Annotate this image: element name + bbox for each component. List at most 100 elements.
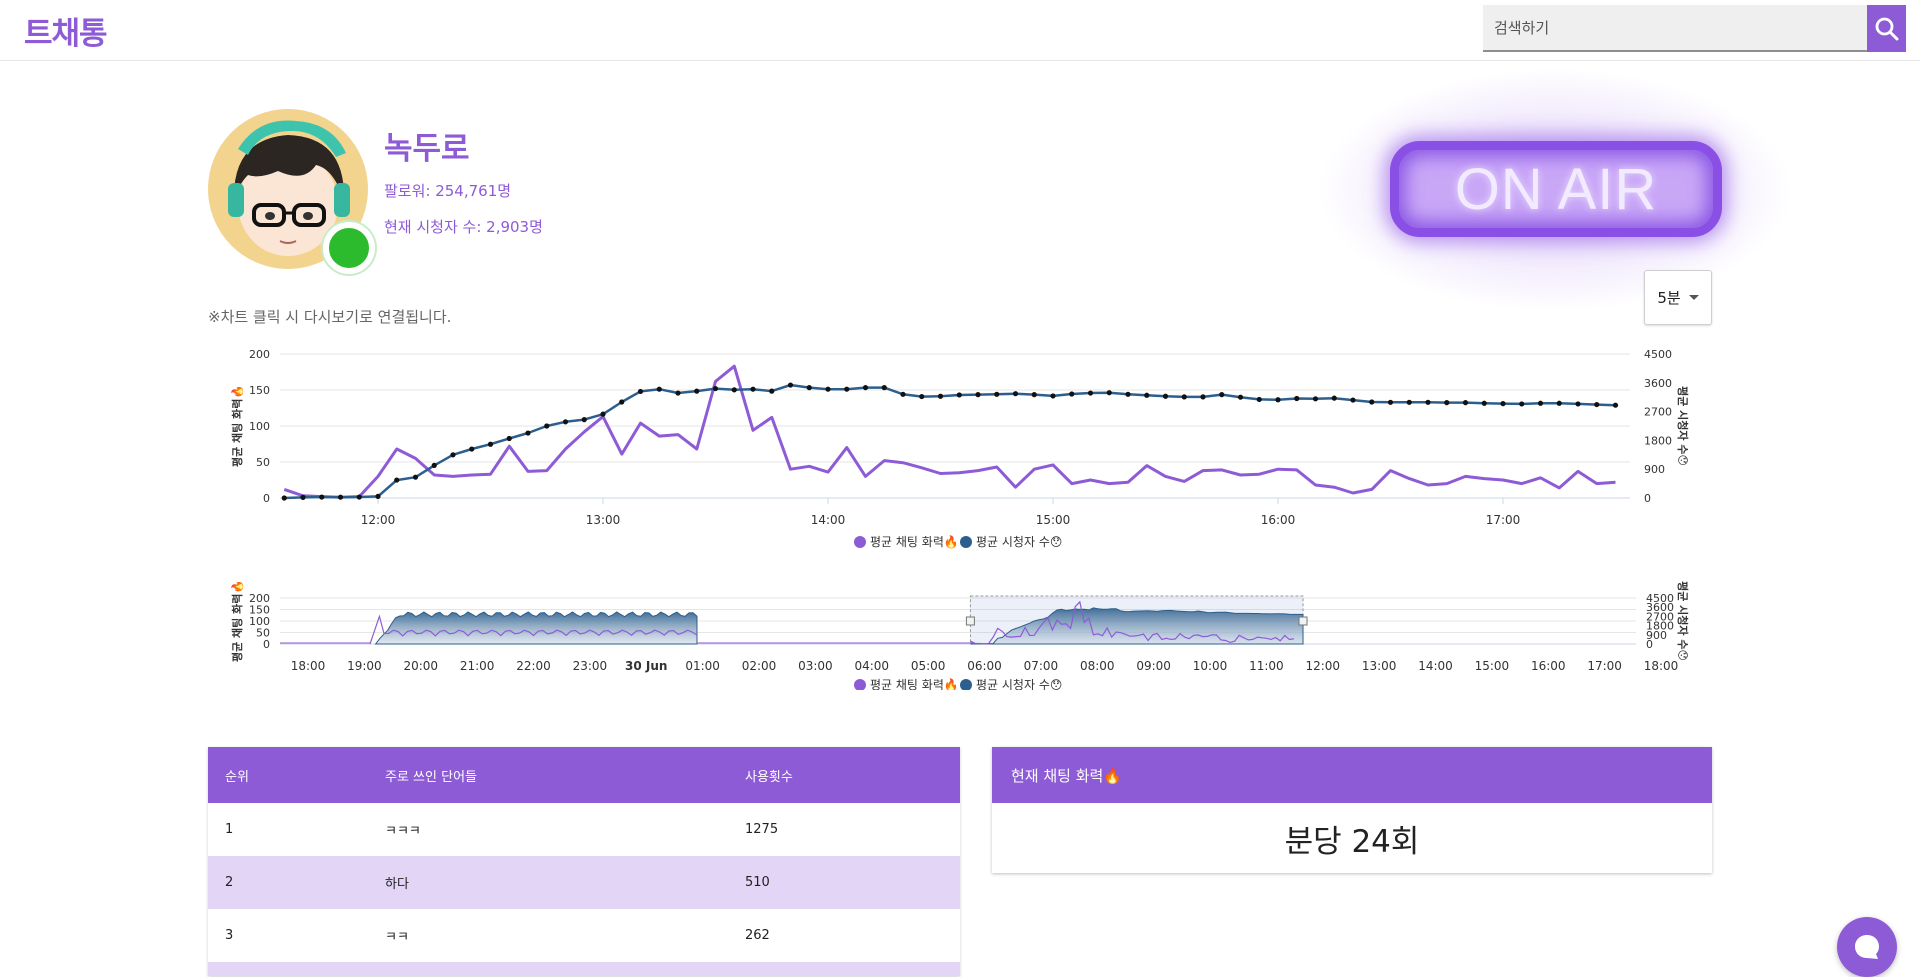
data-point (1332, 396, 1337, 401)
y-right-tick-label: 4500 (1644, 348, 1672, 361)
data-point (675, 390, 680, 395)
data-point (919, 394, 924, 399)
y-left-tick-label: 0 (263, 492, 270, 505)
data-point (1257, 397, 1262, 402)
data-point (282, 495, 287, 500)
count-cell: 262 (728, 928, 960, 943)
data-point (732, 387, 737, 392)
x-tick-label: 03:00 (798, 659, 833, 673)
y-left-tick-label: 150 (249, 384, 270, 397)
data-point (619, 399, 624, 404)
x-tick-label: 15:00 (1036, 513, 1071, 527)
x-tick-label: 20:00 (403, 659, 438, 673)
chevron-down-icon (1689, 295, 1699, 300)
chat-power-card: 현재 채팅 화력🔥 분당 24회 (992, 747, 1712, 873)
y-right-tick-label: 900 (1644, 463, 1665, 476)
range-handle[interactable] (966, 617, 974, 625)
x-tick-label: 12:00 (361, 513, 396, 527)
data-point (1538, 401, 1543, 406)
data-point (1350, 397, 1355, 402)
data-point (844, 387, 849, 392)
x-tick-label: 16:00 (1261, 513, 1296, 527)
data-point (432, 463, 437, 468)
y-right-tick-label: 4500 (1646, 592, 1674, 605)
data-point (1275, 397, 1280, 402)
count-cell: 510 (728, 875, 960, 890)
data-point (1182, 394, 1187, 399)
header-words: 주로 쓰인 단어들 (368, 766, 728, 785)
words-table: 순위 주로 쓰인 단어들 사용횟수 1 ㅋㅋㅋ 1275 2 하다 510 3 … (208, 747, 960, 976)
y-left-tick-label: 100 (249, 420, 270, 433)
y-right-tick-label: 3600 (1644, 377, 1672, 390)
y-left-tick-label: 150 (249, 604, 270, 617)
range-handle[interactable] (1299, 617, 1307, 625)
data-point (1444, 400, 1449, 405)
legend-marker (960, 679, 972, 690)
data-point (413, 475, 418, 480)
data-point (582, 417, 587, 422)
x-tick-label: 21:00 (460, 659, 495, 673)
interval-value: 5분 (1657, 287, 1680, 308)
x-tick-label: 14:00 (811, 513, 846, 527)
chat-bubble-icon (1851, 931, 1883, 963)
search-button[interactable] (1867, 5, 1906, 52)
data-point (525, 430, 530, 435)
x-tick-label: 13:00 (586, 513, 621, 527)
data-point (450, 452, 455, 457)
data-point (1463, 400, 1468, 405)
y-right-axis-title: 평균 시청자 수😯 (1676, 581, 1690, 661)
x-tick-label: 17:00 (1486, 513, 1521, 527)
y-left-tick-label: 50 (256, 456, 270, 469)
legend-marker (854, 536, 866, 548)
data-point (694, 389, 699, 394)
data-point (900, 392, 905, 397)
x-tick-label: 14:00 (1418, 659, 1453, 673)
data-point (375, 494, 380, 499)
online-status-icon (323, 222, 375, 274)
data-point (338, 495, 343, 500)
x-tick-label: 08:00 (1080, 659, 1115, 673)
word-cell: ㅋㅋㅋ (368, 820, 728, 839)
search-input[interactable] (1483, 5, 1867, 52)
logo[interactable]: 트채통 (24, 8, 107, 53)
chart-note: ※차트 클릭 시 다시보기로 연결됩니다. (208, 306, 451, 327)
x-tick-label: 30 Jun (625, 659, 667, 673)
data-point (1482, 401, 1487, 406)
rank-cell: 3 (208, 928, 368, 943)
y-left-tick-label: 200 (249, 348, 270, 361)
data-point (600, 412, 605, 417)
legend-item: 평균 채팅 화력🔥 (870, 678, 959, 690)
current-viewer-count: 현재 시청자 수: 2,903명 (384, 216, 543, 237)
x-tick-label: 19:00 (347, 659, 382, 673)
data-point (544, 423, 549, 428)
top-bar: 트채통 (0, 0, 1920, 61)
interval-select[interactable]: 5분 (1644, 270, 1712, 325)
chat-power-title: 현재 채팅 화력🔥 (992, 747, 1712, 803)
y-right-axis-title: 평균 시청자 수😯 (1676, 386, 1690, 466)
x-tick-label: 18:00 (291, 659, 326, 673)
y-left-tick-label: 0 (263, 638, 270, 651)
onair-label: ON AIR (1455, 156, 1658, 223)
series-line (284, 366, 1615, 497)
x-tick-label: 01:00 (685, 659, 720, 673)
data-point (488, 442, 493, 447)
data-point (300, 495, 305, 500)
y-left-tick-label: 100 (249, 615, 270, 628)
data-point (750, 387, 755, 392)
search-icon (1874, 16, 1900, 42)
rank-cell: 1 (208, 822, 368, 837)
x-tick-label: 05:00 (911, 659, 946, 673)
legend-marker (960, 536, 972, 548)
table-row: 2 하다 510 (208, 856, 960, 909)
y-left-tick-label: 50 (256, 627, 270, 640)
data-point (994, 392, 999, 397)
word-cell: 하다 (368, 873, 728, 892)
data-point (1200, 394, 1205, 399)
data-point (863, 385, 868, 390)
y-left-axis-title: 평균 채팅 화력🔥 (230, 385, 244, 467)
data-point (1575, 401, 1580, 406)
chat-button[interactable] (1837, 917, 1897, 977)
follower-count: 팔로워: 254,761명 (384, 180, 511, 201)
